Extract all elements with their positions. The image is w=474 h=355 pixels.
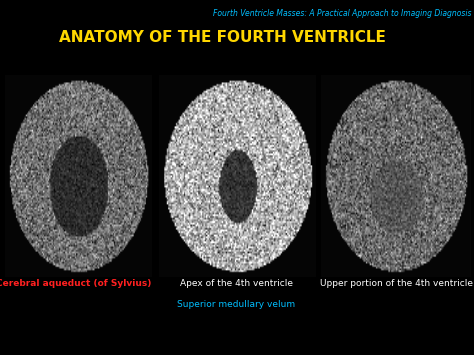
Text: Cerebral aqueduct (of Sylvius): Cerebral aqueduct (of Sylvius) [0,279,151,288]
Text: Apex of the 4th ventricle: Apex of the 4th ventricle [180,279,292,288]
Text: Upper portion of the 4th ventricle: Upper portion of the 4th ventricle [320,279,473,288]
Text: Fourth Ventricle Masses: A Practical Approach to Imaging Diagnosis: Fourth Ventricle Masses: A Practical App… [213,9,472,18]
Text: ANATOMY OF THE FOURTH VENTRICLE: ANATOMY OF THE FOURTH VENTRICLE [59,30,386,45]
Text: Superior medullary velum: Superior medullary velum [177,300,295,309]
